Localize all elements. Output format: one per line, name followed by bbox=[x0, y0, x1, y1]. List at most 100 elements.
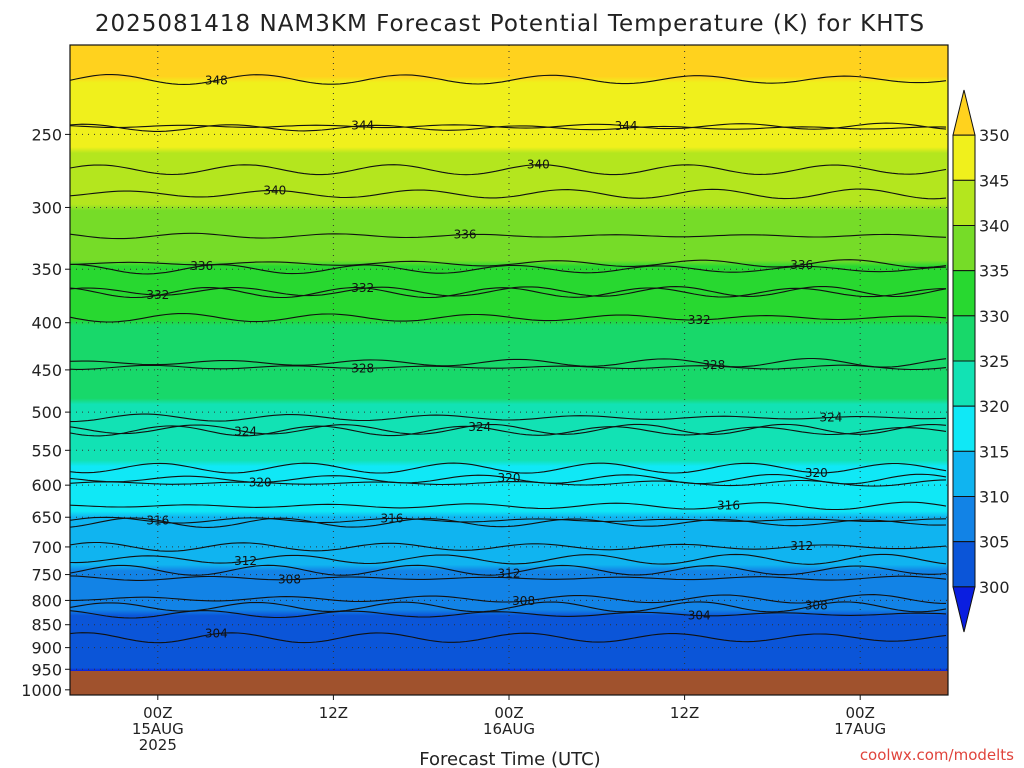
x-tick-label: 17AUG bbox=[834, 720, 886, 738]
contour-label: 324 bbox=[819, 410, 842, 424]
contour-line bbox=[70, 164, 947, 176]
colorbar: 300 305 310 315 320 325 330 335 340 345 350 bbox=[952, 89, 1010, 633]
contour-line bbox=[70, 479, 947, 487]
colorbar-label: 315 bbox=[979, 442, 1010, 461]
colorbar-label: 340 bbox=[979, 217, 1010, 236]
contour-label: 304 bbox=[688, 609, 711, 623]
colorbar-segment bbox=[952, 360, 976, 407]
contour-label: 308 bbox=[512, 594, 535, 608]
axes: 250 300 350 400 450 500 550 600 650 700 750 800 850 9… bbox=[21, 44, 949, 754]
y-tick-label: 700 bbox=[31, 538, 62, 557]
contour-label: 336 bbox=[790, 258, 813, 272]
contour-line bbox=[70, 413, 947, 423]
contour-label: 316 bbox=[146, 513, 169, 527]
contour-label: 312 bbox=[790, 539, 813, 553]
contour-line bbox=[70, 425, 947, 437]
ground bbox=[70, 671, 948, 695]
contour-label: 336 bbox=[454, 228, 477, 242]
x-axis-label: Forecast Time (UTC) bbox=[419, 749, 600, 768]
contour-label: 312 bbox=[234, 554, 257, 568]
contour-line bbox=[70, 122, 947, 130]
y-tick-label: 950 bbox=[31, 660, 62, 679]
contour-line bbox=[70, 357, 947, 368]
contour-line bbox=[70, 74, 947, 85]
colorbar-label: 320 bbox=[979, 397, 1010, 416]
y-tick-label: 350 bbox=[31, 260, 62, 279]
y-tick-label: 600 bbox=[31, 476, 62, 495]
contour-label: 340 bbox=[527, 158, 550, 172]
y-tick-label: 500 bbox=[31, 403, 62, 422]
colorbar-segment bbox=[952, 315, 976, 362]
contour-label: 324 bbox=[468, 420, 491, 434]
colorbar-segment bbox=[952, 179, 976, 226]
contour-label: 348 bbox=[205, 73, 228, 87]
colorbar-label: 310 bbox=[979, 488, 1010, 507]
contour-label: 316 bbox=[380, 511, 403, 525]
contour-line bbox=[70, 188, 947, 200]
colorbar-segment bbox=[952, 405, 976, 452]
contour-label: 308 bbox=[805, 598, 828, 612]
contour-line bbox=[70, 501, 947, 511]
x-tick-label: 15AUG bbox=[132, 720, 184, 738]
contour-line bbox=[70, 287, 946, 299]
contour-line bbox=[70, 601, 947, 613]
colorbar-segment bbox=[952, 270, 976, 317]
contour-line bbox=[70, 123, 947, 132]
x-tick-label: 00Z bbox=[143, 704, 172, 722]
x-tick-label: 12Z bbox=[319, 704, 348, 722]
contour-line bbox=[70, 517, 947, 528]
y-tick-label: 400 bbox=[31, 314, 62, 333]
contour-line bbox=[70, 610, 947, 619]
contour-line bbox=[70, 364, 947, 371]
contour-label: 324 bbox=[234, 425, 257, 439]
colorbar-segment bbox=[952, 496, 976, 543]
contour-line bbox=[70, 462, 947, 474]
colorbar-segment bbox=[952, 541, 976, 588]
contour-label: 316 bbox=[717, 499, 740, 513]
contour-line bbox=[70, 473, 947, 485]
contour-label: 328 bbox=[702, 358, 725, 372]
colorbar-label: 350 bbox=[979, 126, 1010, 145]
colorbar-label: 325 bbox=[979, 352, 1010, 371]
y-tick-label: 850 bbox=[31, 616, 62, 635]
y-tick-label: 450 bbox=[31, 361, 62, 380]
contour-label: 336 bbox=[190, 259, 213, 273]
contour-line bbox=[70, 564, 947, 576]
x-tick-label: 16AUG bbox=[483, 720, 535, 738]
y-tick-label: 300 bbox=[31, 198, 62, 217]
ground-strip bbox=[70, 671, 948, 695]
gridlines bbox=[70, 45, 948, 691]
x-tick-label: 2025 bbox=[139, 736, 177, 754]
contour-line bbox=[70, 594, 947, 604]
contour-label: 332 bbox=[351, 281, 374, 295]
y-tick-label: 800 bbox=[31, 591, 62, 610]
y-tick-label: 750 bbox=[31, 566, 62, 585]
y-tick-label: 650 bbox=[31, 508, 62, 527]
contour-label: 320 bbox=[498, 471, 521, 485]
x-tick-label: 12Z bbox=[670, 704, 699, 722]
contour-label: 320 bbox=[805, 466, 828, 480]
y-tick-label: 250 bbox=[31, 125, 62, 144]
contour-label: 340 bbox=[263, 184, 286, 198]
colorbar-segment bbox=[952, 134, 976, 181]
contour-label: 344 bbox=[615, 119, 638, 133]
colorbar-label: 330 bbox=[979, 307, 1010, 326]
colorbar-segment bbox=[952, 225, 976, 272]
credit-link[interactable]: coolwx.com/modelts bbox=[860, 746, 1014, 764]
x-tick-label: 00Z bbox=[846, 704, 875, 722]
contour-label: 344 bbox=[351, 119, 374, 133]
colorbar-max-arrow bbox=[952, 89, 976, 136]
contour-label: 328 bbox=[351, 361, 374, 375]
chart-title: 2025081418 NAM3KM Forecast Potential Tem… bbox=[95, 11, 925, 37]
contour-line bbox=[70, 541, 947, 552]
contour-label: 308 bbox=[278, 573, 301, 587]
colorbar-label: 345 bbox=[979, 171, 1010, 190]
contour-line bbox=[70, 259, 947, 268]
contour-line bbox=[70, 312, 947, 323]
contour-line bbox=[70, 232, 947, 240]
contour-line bbox=[70, 632, 947, 644]
contour-line bbox=[70, 553, 947, 565]
